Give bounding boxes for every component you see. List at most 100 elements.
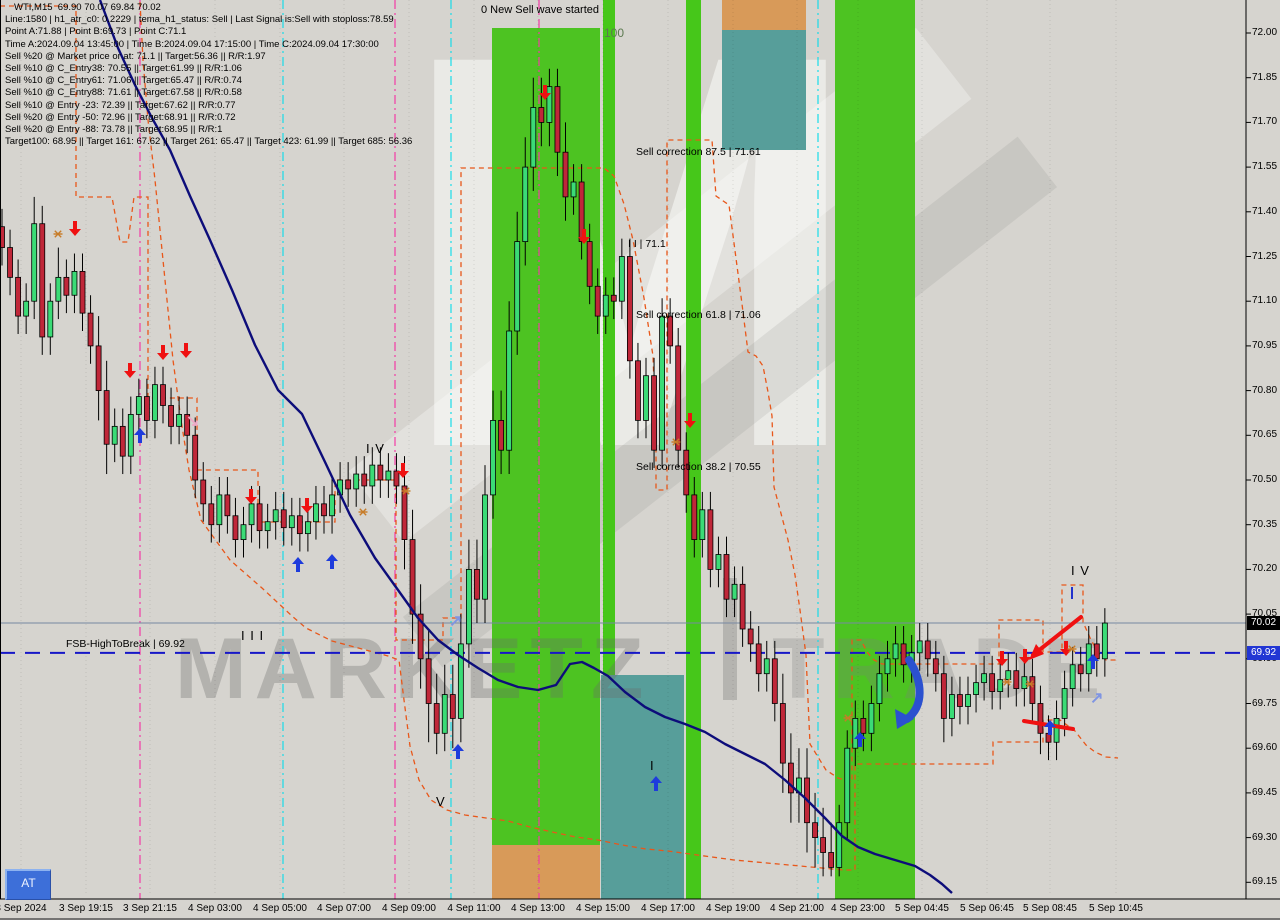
candle-bear	[610, 294, 617, 302]
buy-arrow-icon	[292, 557, 304, 572]
candle-bear	[932, 658, 939, 675]
time-tick-label: 4 Sep 23:00	[831, 903, 885, 914]
chart-label: V	[436, 794, 446, 809]
candle-bull	[47, 300, 54, 338]
candle-bear	[1013, 670, 1020, 689]
entry-asterisk-icon	[843, 714, 853, 722]
entry-asterisk-icon	[1002, 678, 1012, 686]
sell-arrow-icon	[245, 489, 257, 504]
entry-asterisk-icon	[358, 508, 368, 516]
candle-bull	[659, 315, 665, 451]
candle-bull	[997, 679, 1004, 692]
info-line: Sell %10 @ C_Entry61: 71.06 || Target:65…	[5, 75, 242, 87]
candle-bear	[788, 762, 794, 794]
red-trendline[interactable]	[1031, 615, 1083, 657]
price-tick-label: 72.00	[1252, 27, 1278, 38]
chart-label: Sell correction 87.5 | 71.61	[636, 146, 761, 158]
sell-wave-alert-text: 0 New Sell wave started	[481, 4, 599, 16]
trendline-arrowhead	[1029, 644, 1044, 660]
candle-bull	[731, 583, 738, 600]
candle-bull	[385, 470, 392, 481]
candle-bull	[514, 241, 521, 332]
candle-bull	[643, 375, 649, 421]
candle-bull	[127, 414, 134, 457]
candle-bull	[618, 256, 625, 302]
time-tick-label: 4 Sep 03:00	[188, 903, 242, 914]
candle-bear	[586, 241, 593, 287]
envelope-lines	[0, 1, 1119, 871]
candle-bull	[973, 682, 979, 695]
chart-label: Sell correction 38.2 | 70.55	[636, 461, 761, 473]
candle-bear	[224, 494, 231, 517]
candle-bear	[578, 181, 585, 242]
tema-ma-line[interactable]	[98, 0, 953, 894]
candle-bear	[280, 509, 287, 529]
chart-label: I I I	[241, 628, 265, 643]
price-tick-label: 70.35	[1252, 518, 1278, 530]
sell-arrow-icon	[180, 343, 192, 358]
candle-bear	[321, 503, 327, 517]
candle-bull	[264, 521, 271, 532]
candle-bear	[989, 673, 996, 692]
candle-bear	[15, 276, 22, 317]
candle-bull	[884, 658, 891, 675]
candle-bull	[457, 643, 464, 719]
candle-bear	[345, 479, 352, 490]
candle-bull	[530, 107, 537, 168]
candle-bull	[55, 276, 62, 302]
candle-bull	[876, 673, 883, 704]
candle-bear	[554, 86, 561, 153]
candle-bear	[627, 256, 633, 362]
price-marker-box: 70.02	[1247, 616, 1280, 631]
candle-bull	[31, 223, 38, 302]
candle-bull	[506, 330, 513, 451]
candle-bull	[522, 166, 529, 243]
candle-bear	[184, 414, 191, 436]
time-tick-label: 4 Sep 05:00	[253, 903, 307, 914]
candle-bull	[369, 464, 376, 487]
time-tick-label: 3 Sep 21:15	[123, 903, 177, 914]
sell-arrow-icon	[69, 221, 81, 236]
entry-asterisk-icon	[401, 487, 411, 495]
time-tick-label: 3 Sep 2024	[0, 903, 47, 914]
candle-bull	[570, 181, 577, 198]
candle-bear	[779, 703, 786, 764]
candle-bear	[232, 515, 239, 541]
swoosh-arrowhead	[895, 709, 914, 729]
autotrade-button[interactable]: AT	[5, 869, 51, 900]
chart-label: I I | 71.1	[628, 238, 666, 250]
price-tick-label: 69.45	[1252, 786, 1278, 798]
candle-bull	[868, 703, 875, 734]
candle-bear	[401, 485, 408, 540]
time-tick-label: 3 Sep 19:15	[59, 903, 113, 914]
candle-bear	[1037, 703, 1044, 734]
candle-bull	[216, 494, 223, 526]
chart-label: FSB-HighToBreak | 69.92	[66, 638, 185, 650]
candle-bear	[771, 658, 778, 704]
candle-bear	[361, 473, 368, 487]
candle-bear	[940, 673, 947, 719]
entry-asterisk-icon	[53, 230, 63, 238]
candle-bull	[313, 503, 319, 523]
time-tick-label: 4 Sep 09:00	[382, 903, 436, 914]
ma-layer	[98, 0, 953, 894]
time-tick-label: 5 Sep 10:45	[1089, 903, 1143, 914]
entry-asterisk-icon	[1025, 680, 1035, 688]
price-tick-label: 71.40	[1252, 205, 1278, 217]
candle-bull	[353, 473, 360, 490]
watermark-logo: M	[348, 0, 1058, 668]
price-tick-label: 70.80	[1252, 384, 1278, 396]
price-tick-label: 71.55	[1252, 161, 1278, 173]
candle-bull	[176, 414, 183, 427]
candle-bull	[152, 384, 158, 421]
candle-bull	[844, 747, 851, 824]
candle-bear	[143, 396, 150, 421]
info-line: WTI,M15 69.90 70.07 69.84 70.02	[14, 2, 161, 13]
band-green-thin-2	[686, 0, 701, 899]
time-tick-label: 4 Sep 15:00	[576, 903, 630, 914]
box-teal-bottom	[601, 675, 684, 899]
info-line: Sell %20 @ Entry -88: 73.78 || Target:68…	[5, 124, 223, 136]
info-line: Target100: 68.95 || Target 161: 67.62 ||…	[5, 136, 413, 148]
time-tick-label: 5 Sep 06:45	[960, 903, 1014, 914]
